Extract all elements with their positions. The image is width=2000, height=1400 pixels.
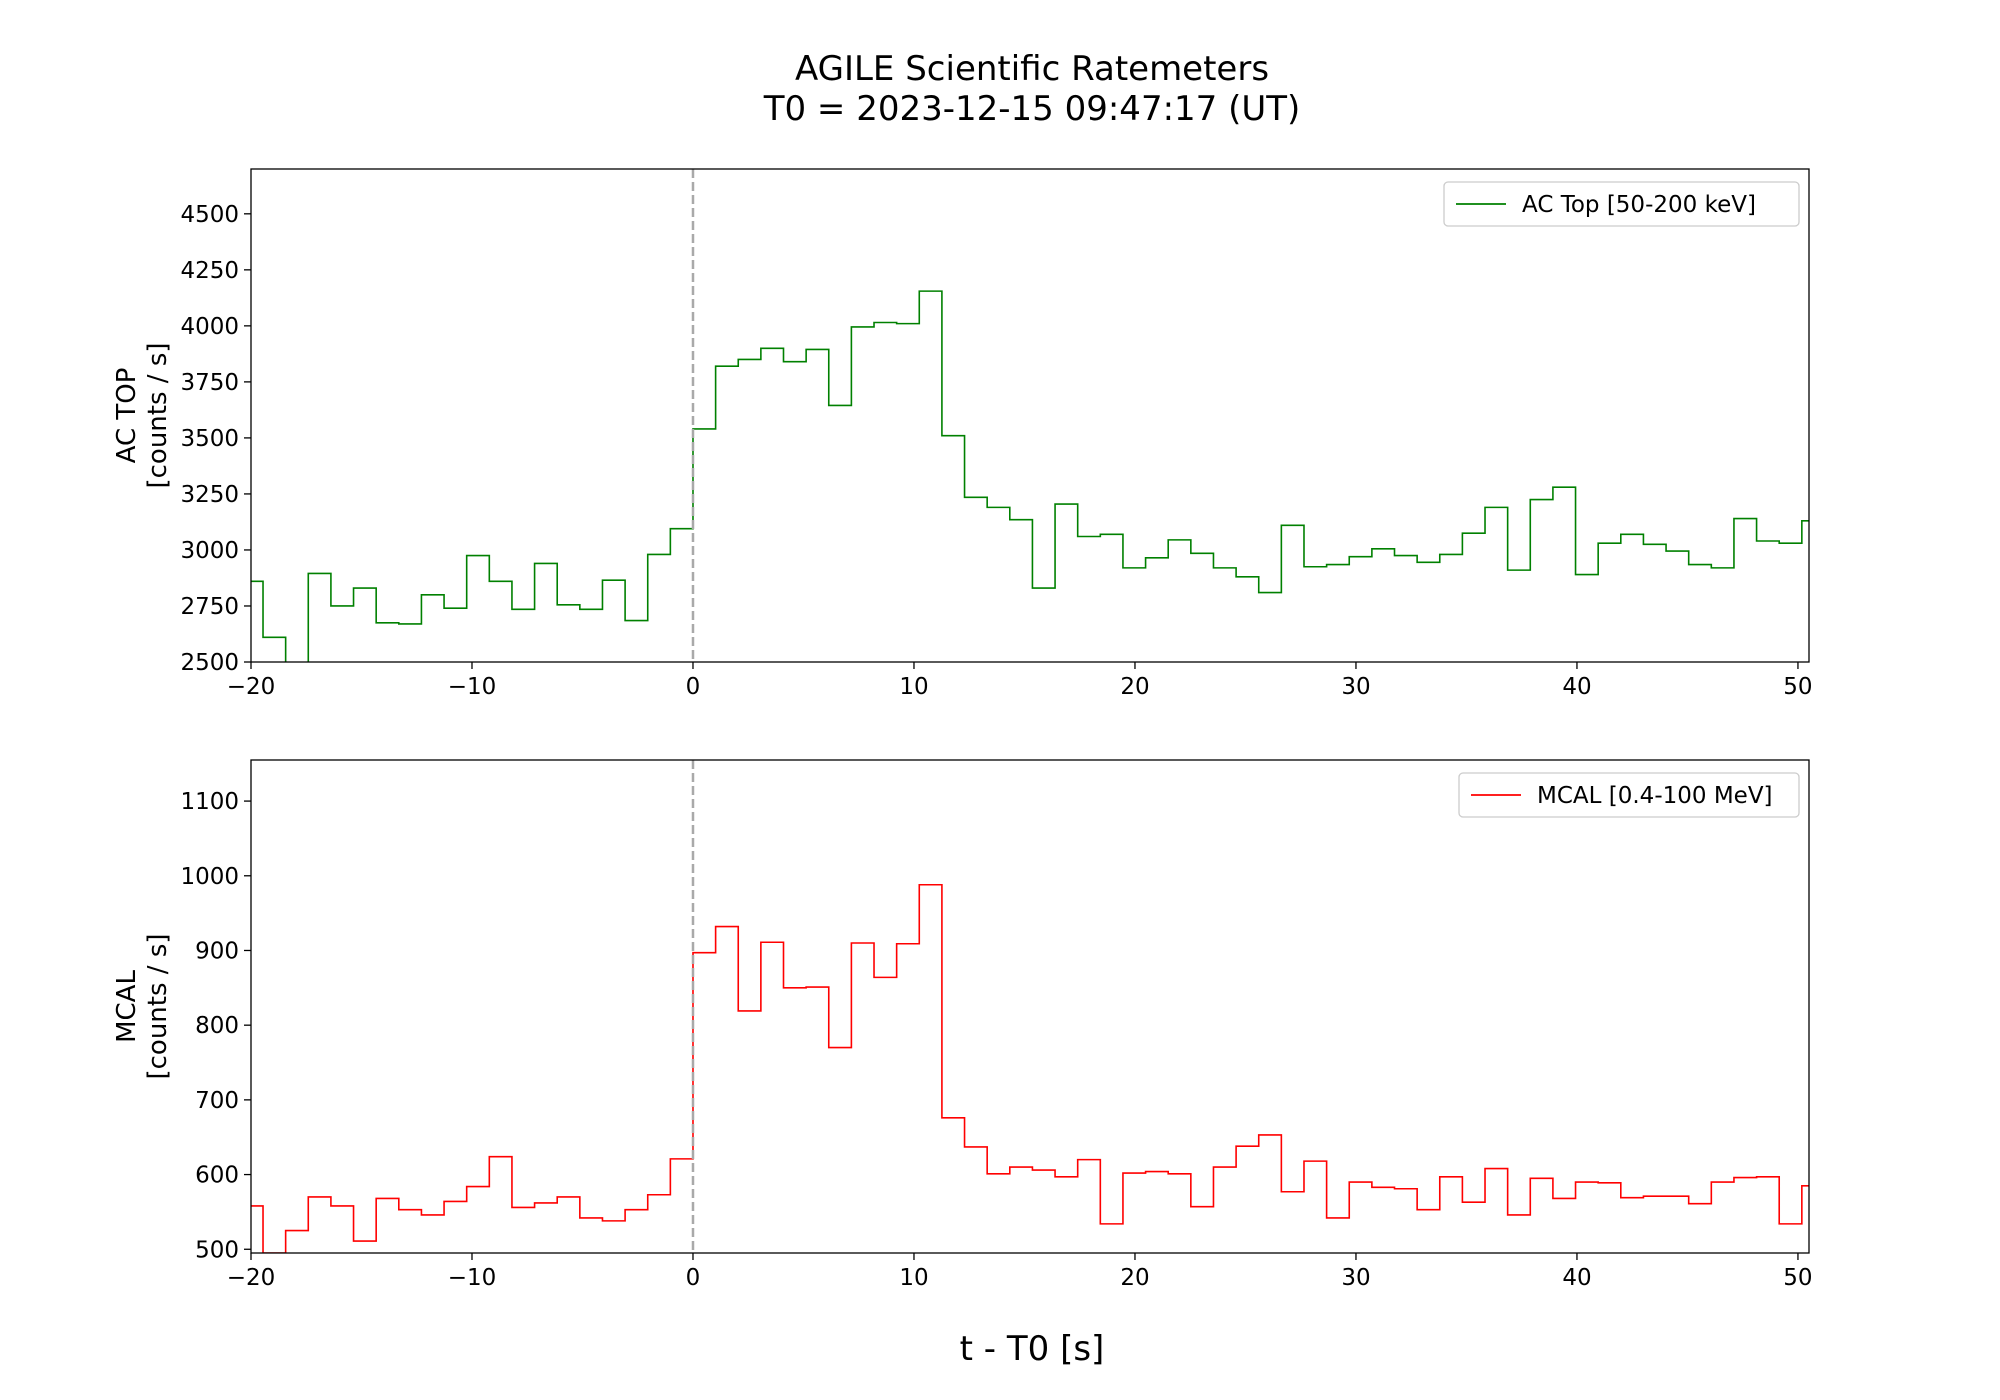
mcal-y-tick-label: 500 (195, 1237, 239, 1263)
mcal-x-tick-label: −10 (448, 1265, 497, 1291)
mcal-y-tick-label: 900 (195, 938, 239, 964)
mcal-y-tick-label: 700 (195, 1088, 239, 1114)
mcal-x-tick-label: 0 (686, 1265, 701, 1291)
mcal-x-tick-label: 50 (1783, 1265, 1812, 1291)
ac-top-x-tick-label: 30 (1341, 674, 1370, 700)
ac-top-series-line (251, 290, 1809, 662)
ac-top-x-tick-label: −20 (227, 674, 276, 700)
mcal-panel: −20 −10 0 10 20 30 40 50 500 600 700 800 900 1000 1100… (112, 759, 1813, 1291)
figure-title-line2: T0 = 2023-12-15 09:47:17 (UT) (763, 89, 1301, 129)
mcal-y-tick-label: 600 (195, 1163, 239, 1189)
ac-top-x-tick-label: 0 (686, 674, 701, 700)
x-axis-label: t - T0 [s] (960, 1329, 1105, 1369)
ac-top-y-tick-label: 4500 (180, 202, 239, 228)
ac-top-y-tick-label: 3000 (180, 538, 239, 564)
mcal-series-line (251, 883, 1809, 1253)
mcal-legend: MCAL [0.4-100 MeV] (1458, 772, 1800, 818)
figure-title-line1: AGILE Scientific Ratemeters (795, 49, 1269, 89)
ac-top-y-tick-label: 2500 (180, 650, 239, 676)
mcal-y-tick-label: 800 (195, 1013, 239, 1039)
ac-top-y-tick-label: 4000 (180, 314, 239, 340)
ac-top-y-tick-label: 4250 (180, 258, 239, 284)
mcal-x-tick-label: 40 (1562, 1265, 1591, 1291)
ac-top-x-tick-label: 40 (1562, 674, 1591, 700)
mcal-x-tick-label: −20 (227, 1265, 276, 1291)
ac-top-y-tick-label: 3750 (180, 370, 239, 396)
mcal-y-tick-label: 1000 (180, 864, 239, 890)
mcal-axes-frame (250, 759, 1810, 1254)
ac-top-x-tick-label: −10 (448, 674, 497, 700)
ac-top-y-tick-label: 3500 (180, 426, 239, 452)
ac-top-y-tick-label: 2750 (180, 594, 239, 620)
ac-top-legend: AC Top [50-200 keV] (1443, 181, 1800, 227)
ac-top-x-tick-label: 50 (1783, 674, 1812, 700)
ac-top-legend-label: AC Top [50-200 keV] (1522, 192, 1756, 218)
ac-top-x-tick-label: 10 (899, 674, 928, 700)
mcal-legend-label: MCAL [0.4-100 MeV] (1537, 783, 1773, 809)
mcal-y-tick-label: 1100 (180, 789, 239, 815)
mcal-x-tick-label: 20 (1120, 1265, 1149, 1291)
ac-top-axes-frame (250, 168, 1810, 663)
ac-top-y-axis-label: AC TOP[counts / s] (112, 342, 173, 488)
mcal-x-tick-label: 10 (899, 1265, 928, 1291)
mcal-y-axis-label: MCAL[counts / s] (112, 933, 173, 1079)
ac-top-panel: −20 −10 0 10 20 30 40 50 2500 2750 3000 3250 3500 375… (112, 168, 1813, 700)
mcal-x-tick-label: 30 (1341, 1265, 1370, 1291)
ac-top-x-tick-label: 20 (1120, 674, 1149, 700)
ac-top-y-tick-label: 3250 (180, 482, 239, 508)
